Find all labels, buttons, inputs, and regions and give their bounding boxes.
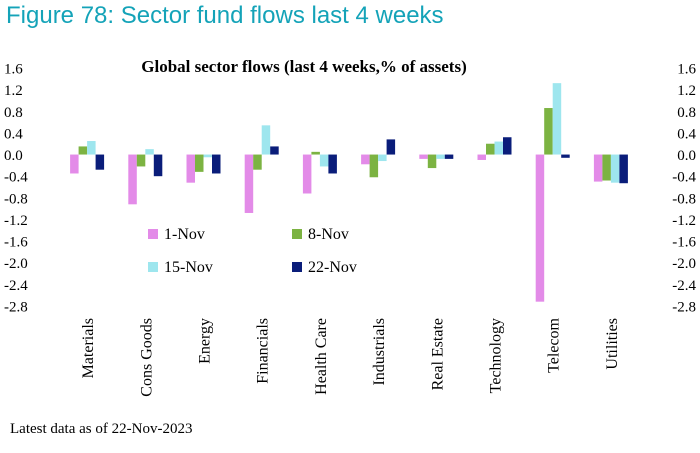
y-tick-label-right: 1.2	[677, 83, 696, 99]
bar-15-nov-technology	[494, 141, 503, 155]
bar-15-nov-materials	[87, 141, 96, 155]
bar-22-nov-telecom	[561, 154, 570, 158]
y-tick-label-left: 1.6	[4, 62, 23, 78]
bar-15-nov-real-estate	[436, 154, 445, 159]
bar-22-nov-industrials	[386, 139, 396, 155]
y-tick-label-left: 1.2	[4, 83, 23, 99]
y-tick-label-right: 0.8	[677, 105, 696, 121]
x-tick-label: Utilities	[604, 318, 621, 370]
y-tick-label-right: -2.0	[672, 256, 696, 272]
x-tick-label: Cons Goods	[138, 318, 155, 397]
legend-swatch	[148, 229, 158, 239]
bar-8-nov-technology	[486, 143, 495, 155]
y-tick-label-left: 0.0	[4, 148, 23, 164]
bar-1-nov-health-care	[302, 154, 312, 194]
x-tick-label: Telecom	[546, 317, 563, 372]
legend-swatch	[292, 262, 302, 272]
y-tick-label-left: -2.0	[4, 256, 28, 272]
bar-8-nov-cons-goods	[136, 154, 146, 167]
y-tick-label-right: -2.4	[672, 278, 696, 294]
legend-swatch	[148, 262, 158, 272]
bar-8-nov-telecom	[544, 108, 553, 155]
x-tick-label: Energy	[197, 318, 214, 364]
bar-8-nov-utilities	[602, 154, 611, 181]
bar-1-nov-telecom	[535, 154, 545, 302]
x-tick-label: Real Estate	[429, 318, 446, 390]
y-tick-label-left: 0.8	[4, 105, 23, 121]
x-axis-labels: Materials Cons Goods Energy Financials Healt…	[80, 317, 621, 396]
bar-8-nov-real-estate	[427, 154, 437, 169]
bar-8-nov-health-care	[311, 151, 320, 155]
figure-title: Figure 78: Sector fund flows last 4 week…	[6, 2, 444, 29]
bar-15-nov-industrials	[378, 154, 387, 162]
bar-8-nov-financials	[253, 154, 262, 170]
bar-8-nov-energy	[195, 154, 204, 172]
y-tick-label-left: 0.4	[4, 126, 23, 142]
y-tick-label-left: -2.8	[4, 300, 28, 316]
bar-1-nov-energy	[186, 154, 195, 183]
bar-22-nov-utilities	[619, 154, 628, 184]
y-tick-label-right: 0.4	[677, 126, 696, 142]
bar-1-nov-materials	[70, 154, 79, 174]
bar-1-nov-industrials	[361, 154, 370, 165]
bar-22-nov-real-estate	[444, 154, 454, 159]
legend-label: 22-Nov	[308, 259, 357, 276]
chart-title: Global sector flows (last 4 weeks,% of a…	[141, 57, 466, 76]
bar-15-nov-telecom	[552, 83, 562, 155]
bar-1-nov-real-estate	[419, 154, 428, 159]
bar-22-nov-health-care	[328, 154, 337, 174]
bar-1-nov-cons-goods	[128, 154, 137, 205]
bar-1-nov-financials	[244, 154, 254, 213]
bar-15-nov-utilities	[610, 154, 620, 183]
bar-15-nov-health-care	[319, 154, 329, 167]
bar-15-nov-financials	[261, 125, 271, 155]
y-tick-label-left: -1.6	[4, 235, 28, 251]
bar-22-nov-energy	[212, 154, 221, 174]
y-tick-label-right: -1.6	[672, 235, 696, 251]
y-tick-label-left: -0.8	[4, 191, 28, 207]
legend-label: 1-Nov	[164, 226, 205, 243]
y-tick-label-right: -2.8	[672, 300, 696, 316]
y-tick-label-right: 0.0	[677, 148, 696, 164]
bar-22-nov-financials	[270, 146, 279, 155]
y-tick-label-right: -1.2	[672, 213, 696, 229]
legend-label: 8-Nov	[308, 226, 349, 243]
bar-15-nov-energy	[203, 154, 212, 158]
x-tick-label: Materials	[80, 318, 97, 378]
right-y-axis: 1.6 1.2 0.8 0.4 0.0 -0.4 -0.8 -1.2 -1.6 -2.0 -2.4 -…	[672, 62, 696, 316]
x-tick-label: Financials	[255, 318, 272, 384]
bar-1-nov-utilities	[593, 154, 603, 182]
y-tick-label-right: 1.6	[677, 62, 696, 78]
bar-1-nov-technology	[477, 154, 486, 160]
footnote: Latest data as of 22-Nov-2023	[10, 421, 193, 437]
bar-22-nov-materials	[95, 154, 105, 170]
legend-swatch	[292, 229, 302, 239]
bar-8-nov-industrials	[369, 154, 379, 178]
x-tick-label: Technology	[488, 318, 505, 393]
bar-22-nov-technology	[503, 137, 512, 155]
bar-22-nov-cons-goods	[153, 154, 163, 177]
x-tick-label: Industrials	[371, 318, 388, 386]
legend: 1-Nov 8-Nov 15-Nov 22-Nov	[148, 226, 357, 276]
x-tick-label: Health Care	[313, 318, 330, 395]
bar-8-nov-materials	[78, 146, 88, 155]
y-tick-label-left: -1.2	[4, 213, 28, 229]
legend-label: 15-Nov	[164, 259, 213, 276]
y-tick-label-left: -0.4	[4, 170, 28, 186]
bar-15-nov-cons-goods	[145, 149, 154, 155]
y-tick-label-right: -0.8	[672, 191, 696, 207]
left-y-axis: 1.6 1.2 0.8 0.4 0.0 -0.4 -0.8 -1.2 -1.6 -2.0 -2.4 -…	[4, 62, 28, 316]
y-tick-label-left: -2.4	[4, 278, 28, 294]
y-tick-label-right: -0.4	[672, 170, 696, 186]
bars	[70, 83, 628, 302]
